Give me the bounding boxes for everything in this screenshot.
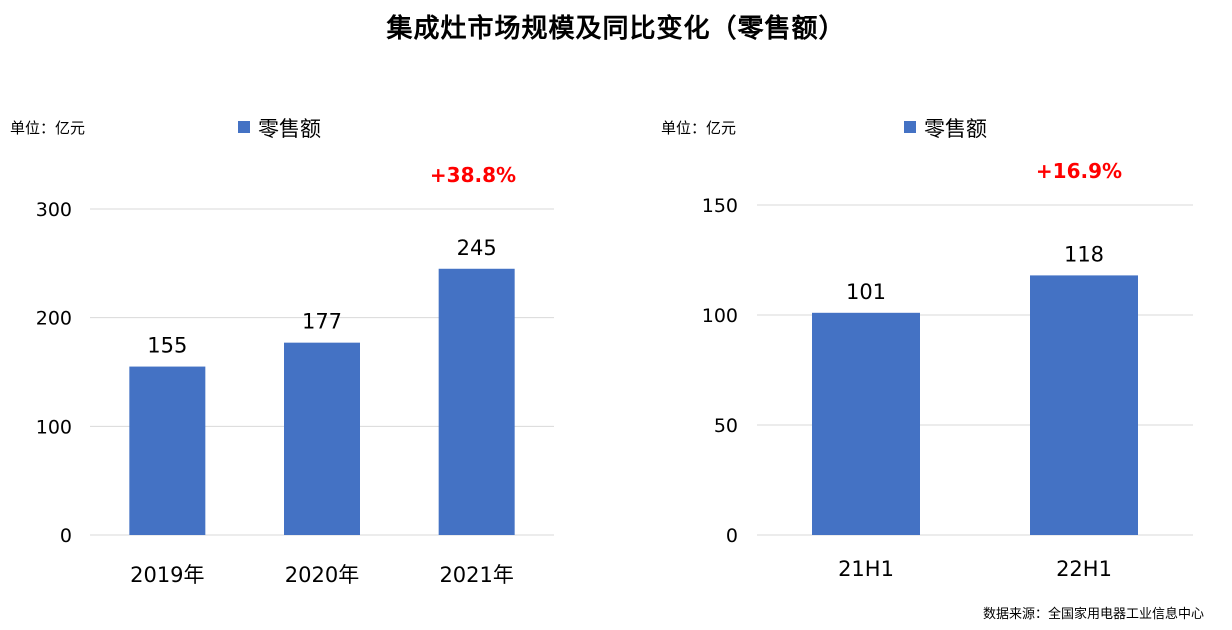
left-data-label: 245	[457, 236, 497, 260]
right-y-tick-label: 0	[726, 525, 738, 547]
left-chart: 单位：亿元 零售额 300 200 100 0 155 2019年 177 2020年 245 202…	[10, 117, 554, 587]
left-bar	[438, 268, 515, 535]
left-chart-panel: 单位：亿元 零售额 300 200 100 0 155 2019年 177 2020年 245 202…	[0, 0, 600, 630]
right-x-category-label: 22H1	[1056, 557, 1112, 581]
right-y-tick-label: 50	[714, 415, 738, 437]
left-y-tick-label: 200	[36, 308, 72, 330]
right-bar	[812, 312, 920, 535]
left-bar	[129, 366, 206, 535]
right-bar	[1030, 275, 1138, 535]
right-y-tick-label: 100	[702, 305, 738, 327]
left-legend-swatch	[238, 121, 250, 133]
right-y-tick-label: 150	[702, 195, 738, 217]
left-x-category-label: 2021年	[439, 563, 513, 587]
left-bar	[284, 342, 360, 535]
left-x-category-label: 2020年	[285, 563, 359, 587]
left-y-tick-label: 300	[36, 199, 72, 221]
right-data-label: 118	[1064, 242, 1104, 266]
right-legend-swatch	[904, 121, 916, 133]
right-unit-label: 单位：亿元	[661, 119, 736, 137]
right-legend-label: 零售额	[924, 117, 987, 141]
left-data-label: 177	[302, 310, 342, 334]
left-y-tick-label: 100	[36, 416, 72, 438]
left-x-category-label: 2019年	[130, 563, 204, 587]
left-growth-label: +38.8%	[430, 163, 516, 187]
left-y-tick-label: 0	[60, 525, 72, 547]
data-source-note: 数据来源：全国家用电器工业信息中心	[982, 607, 1204, 622]
right-x-category-label: 21H1	[838, 557, 894, 581]
page-title: 集成灶市场规模及同比变化（零售额）	[386, 14, 846, 44]
right-data-label: 101	[846, 280, 886, 304]
left-legend-label: 零售额	[258, 117, 321, 141]
right-chart-panel: 单位：亿元 零售额 150 100 50 0 101 21H1 118 22H1 +16.9%	[640, 0, 1232, 630]
left-unit-label: 单位：亿元	[10, 119, 85, 137]
right-chart: 单位：亿元 零售额 150 100 50 0 101 21H1 118 22H1 +16.9%	[661, 117, 1193, 581]
right-growth-label: +16.9%	[1036, 159, 1122, 183]
left-data-label: 155	[147, 334, 187, 358]
